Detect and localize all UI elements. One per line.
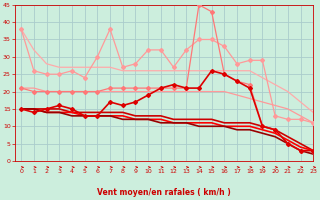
X-axis label: Vent moyen/en rafales ( km/h ): Vent moyen/en rafales ( km/h ) bbox=[97, 188, 231, 197]
